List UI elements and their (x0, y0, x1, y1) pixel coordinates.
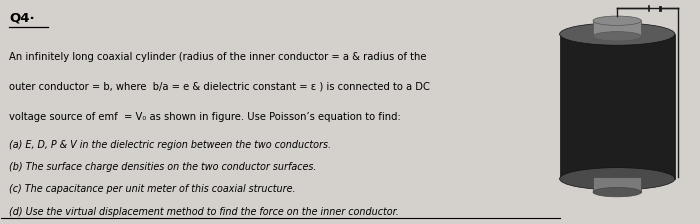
Ellipse shape (593, 187, 641, 197)
Text: Q4·: Q4· (9, 12, 35, 25)
Text: (d) Use the virtual displacement method to find the force on the inner conductor: (d) Use the virtual displacement method … (9, 207, 399, 217)
Text: voltage source of emf  = V₀ as shown in figure. Use Poisson’s equation to find:: voltage source of emf = V₀ as shown in f… (9, 112, 401, 122)
Text: outer conductor = b, where  b/a = e & dielectric constant = ε ) is connected to : outer conductor = b, where b/a = e & die… (9, 82, 430, 92)
Text: (a) E, D, P & V in the dielectric region between the two conductors.: (a) E, D, P & V in the dielectric region… (9, 140, 331, 150)
Text: An infinitely long coaxial cylinder (radius of the inner conductor = a & radius : An infinitely long coaxial cylinder (rad… (9, 52, 426, 62)
Bar (593, 21, 641, 36)
Ellipse shape (593, 32, 641, 41)
Bar (593, 177, 641, 192)
Text: (c) The capacitance per unit meter of this coaxial structure.: (c) The capacitance per unit meter of th… (9, 184, 295, 194)
Text: (b) The surface charge densities on the two conductor surfaces.: (b) The surface charge densities on the … (9, 162, 316, 172)
Bar (559, 34, 675, 179)
Ellipse shape (593, 16, 641, 25)
Ellipse shape (559, 168, 675, 190)
Ellipse shape (559, 23, 675, 45)
